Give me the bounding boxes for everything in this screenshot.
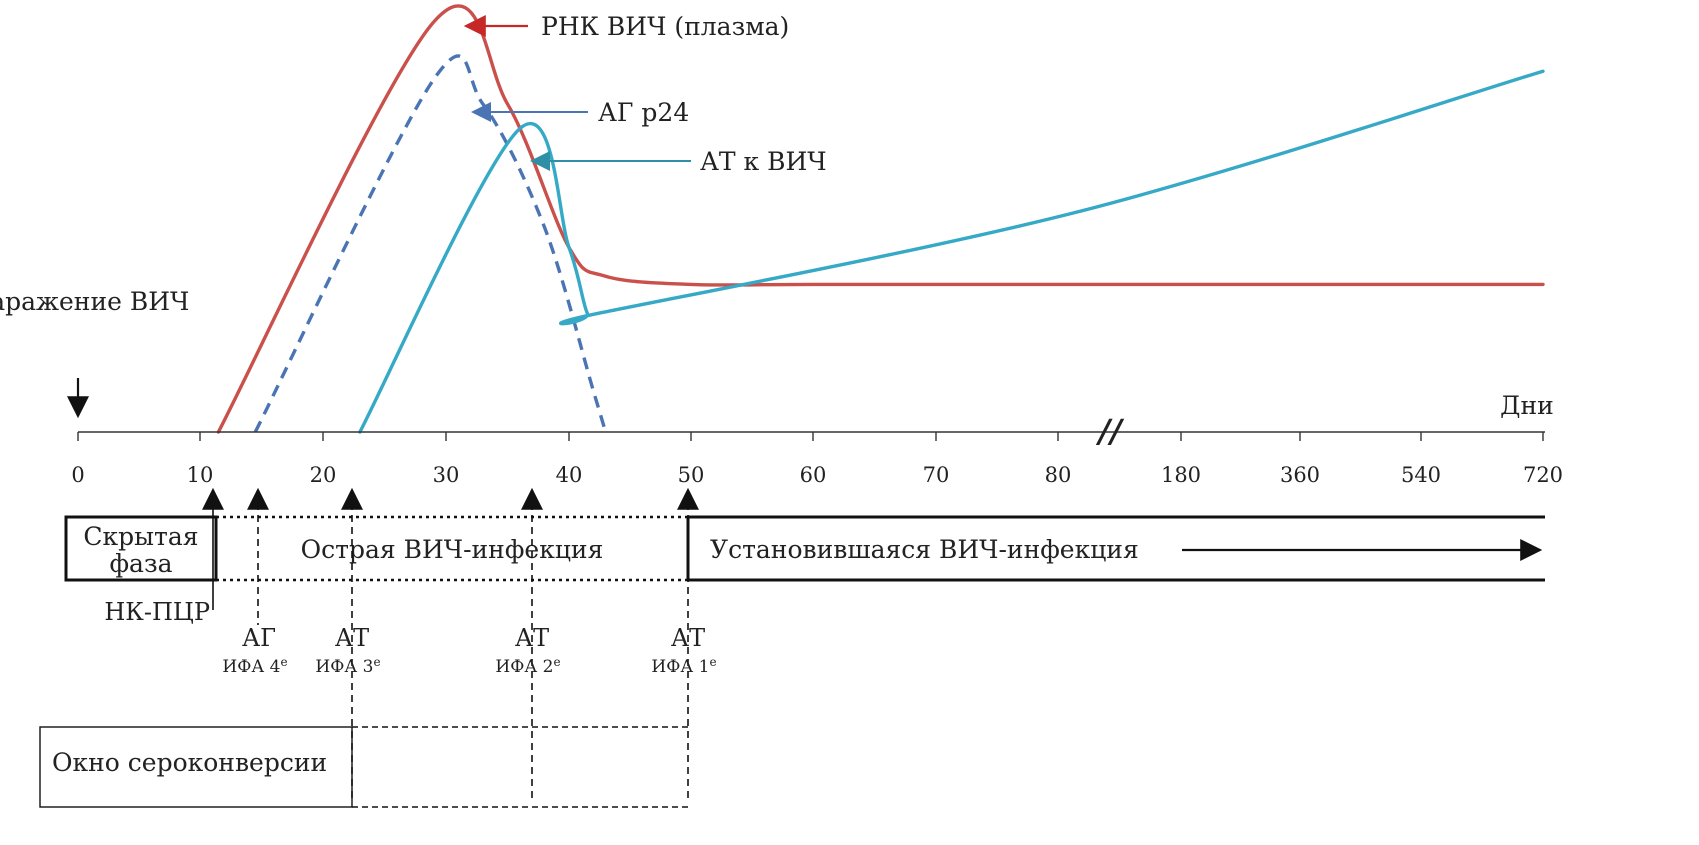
series-label-ab: АТ к ВИЧ [700,147,827,176]
series-label-rna: РНК ВИЧ (плазма) [541,12,789,41]
test-label: АТ [671,624,705,652]
x-tick-label: 10 [187,463,214,487]
x-tick-label: 70 [923,463,950,487]
test-label: АТ [335,624,369,652]
x-tick-label: 720 [1523,463,1563,487]
test-label-nat: НК-ПЦР [104,598,210,626]
x-tick-label: 80 [1045,463,1072,487]
test-sublabel: ИФА 1е [651,655,716,677]
test-markers: НК-ПЦР АГ ИФА 4е АТ ИФА 3е АТ ИФА 2е АТ ИФА 1е [104,487,717,800]
test-label: АТ [515,624,549,652]
x-tick-label: 180 [1161,463,1201,487]
test-label: АГ [242,624,276,652]
test-sublabel: ИФА 4е [222,655,287,677]
x-tick-label: 60 [800,463,827,487]
x-tick-label: 540 [1401,463,1441,487]
infection-label-line1: Заражение ВИЧ [0,287,189,316]
x-axis-label: Дни [1500,391,1554,420]
phase-latent-box [64,515,218,582]
seroconversion-window-box [39,726,353,808]
phase-latent-label: Скрытая фаза [83,522,198,578]
series-line-ab [358,69,1545,434]
phase-established-label: Установившаяся ВИЧ-инфекция [710,535,1139,564]
phase-acute-label: Острая ВИЧ-инфекция [301,535,604,564]
seroconversion-window-label: Окно сероконверсии [52,748,327,777]
axis-break-mark: // [1095,412,1125,450]
x-tick-label: 40 [556,463,583,487]
x-tick-label: 20 [310,463,337,487]
x-tick-label: 0 [71,463,84,487]
x-tick-label: 360 [1280,463,1320,487]
x-tick-label: 30 [433,463,460,487]
test-sublabel: ИФА 2е [495,655,560,677]
test-sublabel: ИФА 3е [315,655,380,677]
series-line-rna [216,4,1545,434]
series-label-p24: АГ р24 [598,98,689,127]
x-axis-ticks: 0 10 20 30 40 50 60 70 80 180 360 540 720 [71,432,1563,487]
curves-layer [216,4,1545,434]
x-tick-label: 50 [678,463,705,487]
